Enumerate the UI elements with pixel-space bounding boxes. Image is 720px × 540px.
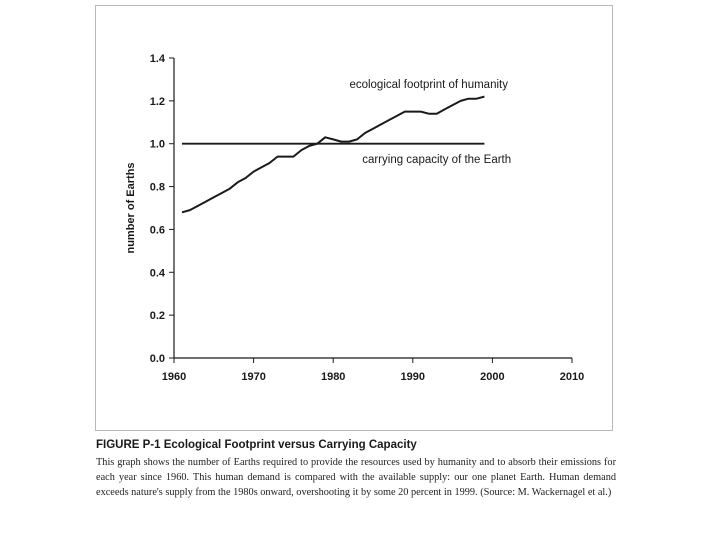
y-axis-label: number of Earths: [125, 162, 137, 253]
line-chart: 0.0 0.2 0.4 0.6 0.8 1.0 1.2 1.4 1960 1970 1980 1990…: [125, 53, 584, 383]
x-tick-label: 2010: [560, 371, 584, 383]
x-tick-label: 1960: [162, 371, 186, 383]
x-tick-label: 1980: [321, 371, 345, 383]
footprint-series-line: [181, 95, 485, 214]
y-tick-label: 0.2: [150, 310, 165, 322]
x-tick-label: 2000: [480, 371, 504, 383]
figure-title: FIGURE P-1 Ecological Footprint versus C…: [96, 439, 417, 451]
y-tick-label: 1.0: [150, 139, 165, 151]
y-tick-label: 0.8: [150, 182, 165, 194]
footprint-annotation: ecological footprint of humanity: [349, 79, 508, 91]
y-tick-label: 1.4: [150, 53, 166, 65]
x-tick-label: 1970: [241, 371, 265, 383]
figure-caption: FIGURE P-1 Ecological Footprint versus C…: [96, 439, 616, 500]
figure-description: This graph shows the number of Earths re…: [96, 457, 616, 498]
y-tick-label: 1.2: [150, 96, 165, 108]
capacity-annotation: carrying capacity of the Earth: [362, 154, 511, 166]
figure-frame: [95, 5, 613, 431]
y-tick-label: 0.4: [150, 267, 166, 279]
y-tick-label: 0.0: [150, 353, 165, 365]
x-tick-label: 1990: [401, 371, 425, 383]
y-tick-label: 0.6: [150, 224, 165, 236]
